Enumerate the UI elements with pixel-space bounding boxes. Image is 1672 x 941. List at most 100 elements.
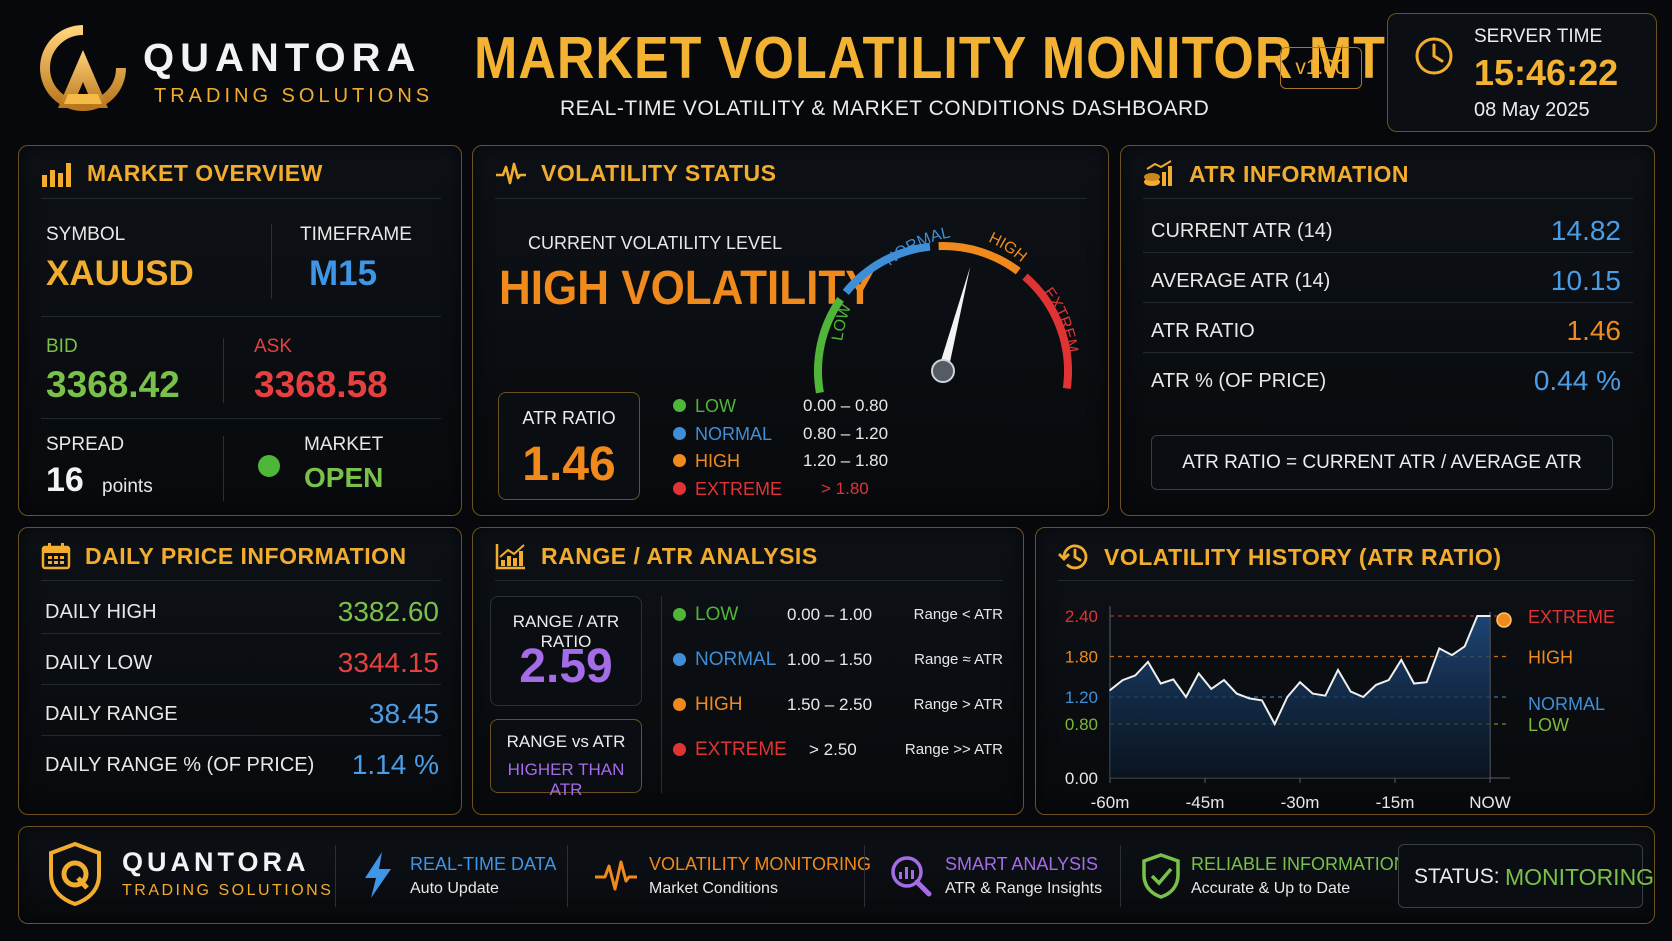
divider bbox=[41, 316, 441, 317]
series-point bbox=[1311, 692, 1314, 695]
volatility-history-panel: VOLATILITY HISTORY (ATR RATIO) EXTREME HI… bbox=[1035, 527, 1655, 815]
series-point bbox=[1451, 654, 1453, 656]
series-point bbox=[1286, 696, 1289, 698]
series-point bbox=[1463, 645, 1466, 648]
feature-realtime-sub: Auto Update bbox=[410, 880, 499, 897]
divider bbox=[271, 224, 272, 299]
series-point bbox=[1476, 615, 1479, 617]
pulse-icon bbox=[595, 860, 637, 891]
gauge-needle-hub bbox=[931, 359, 955, 383]
series-point bbox=[1185, 696, 1187, 698]
market-overview-panel: MARKET OVERVIEW SYMBOL XAUUSD TIMEFRAME … bbox=[18, 145, 462, 516]
daily-price-title: DAILY PRICE INFORMATION bbox=[85, 542, 407, 569]
y-tick-label: 2.40 bbox=[1065, 607, 1098, 626]
atr-ratio-box: ATR RATIO 1.46 bbox=[498, 392, 640, 500]
divider bbox=[1058, 580, 1634, 581]
market-overview-title: MARKET OVERVIEW bbox=[87, 160, 323, 186]
range-legend-note: Range ≈ ATR bbox=[914, 651, 1003, 668]
server-time: 15:46:22 bbox=[1474, 52, 1619, 93]
bid-label: BID bbox=[46, 336, 78, 357]
bar-chart-icon bbox=[42, 162, 71, 187]
feature-analysis-sub: ATR & Range Insights bbox=[945, 880, 1103, 897]
volatility-history-title: VOLATILITY HISTORY (ATR RATIO) bbox=[1104, 543, 1502, 570]
divider bbox=[41, 633, 441, 634]
status-box: STATUS: MONITORING bbox=[1398, 844, 1654, 908]
footer-brand-subtitle: TRADING SOLUTIONS bbox=[122, 882, 334, 899]
divider bbox=[335, 845, 336, 907]
series-point bbox=[1425, 681, 1428, 683]
history-icon bbox=[1058, 544, 1088, 570]
range-atr-title: RANGE / ATR ANALYSIS bbox=[541, 542, 818, 569]
gauge-needle bbox=[931, 266, 971, 383]
symbol-value: XAUUSD bbox=[46, 254, 194, 293]
threshold-label: HIGH bbox=[1528, 648, 1573, 668]
spread-value: 16 bbox=[46, 461, 84, 499]
daily-row-label: DAILY HIGH bbox=[45, 601, 157, 623]
atr-row-label: ATR RATIO bbox=[1151, 320, 1255, 342]
quantora-logo-icon bbox=[40, 25, 126, 111]
threshold-label: LOW bbox=[1528, 715, 1569, 735]
range-legend-name: LOW bbox=[695, 604, 739, 625]
legend-dot bbox=[673, 426, 686, 440]
atr-row-label: AVERAGE ATR (14) bbox=[1151, 270, 1331, 292]
lightning-icon bbox=[365, 852, 391, 898]
x-tick-label: -45m bbox=[1186, 793, 1225, 809]
range-legend: LOW 0.00 – 1.00 Range < ATR NORMAL 1.00 – 1.… bbox=[673, 596, 1013, 796]
divider bbox=[661, 596, 662, 793]
divider bbox=[1120, 845, 1121, 907]
series-point bbox=[1273, 723, 1276, 725]
shield-check-icon bbox=[1142, 853, 1180, 899]
range-ratio-label: RANGE / ATR RATIO bbox=[512, 612, 620, 651]
feature-volatility-title: VOLATILITY MONITORING bbox=[649, 854, 872, 874]
divider bbox=[41, 198, 441, 199]
range-legend-note: Range > ATR bbox=[913, 696, 1003, 713]
y-tick-label: 1.80 bbox=[1065, 648, 1098, 667]
status-value: MONITORING bbox=[1505, 864, 1655, 890]
legend-dot bbox=[673, 743, 686, 756]
threshold-label: EXTREME bbox=[1528, 607, 1615, 627]
pulse-icon bbox=[496, 162, 526, 184]
y-tick-label: 1.20 bbox=[1065, 688, 1098, 707]
atr-row-value: 14.82 bbox=[1550, 215, 1621, 246]
server-time-box: SERVER TIME 15:46:22 08 May 2025 bbox=[1387, 13, 1657, 132]
daily-row-value: 3344.15 bbox=[337, 647, 439, 678]
atr-formula-box: ATR RATIO = CURRENT ATR / AVERAGE ATR bbox=[1151, 435, 1613, 490]
status-label: STATUS: bbox=[1414, 865, 1500, 888]
feature-analysis-title: SMART ANALYSIS bbox=[945, 854, 1099, 874]
current-point-marker bbox=[1496, 612, 1512, 628]
series-point bbox=[1400, 659, 1403, 661]
series-point bbox=[1324, 694, 1327, 697]
coins-chart-icon bbox=[1144, 160, 1172, 186]
divider bbox=[1143, 352, 1633, 353]
daily-row-value: 3382.60 bbox=[337, 596, 439, 627]
daily-row-value: 38.45 bbox=[368, 698, 439, 729]
y-tick-label: 0.00 bbox=[1065, 769, 1098, 788]
divider bbox=[41, 418, 441, 419]
atr-row-value: 10.15 bbox=[1550, 265, 1621, 296]
bid-value: 3368.42 bbox=[46, 364, 180, 405]
atr-row-label: ATR % (OF PRICE) bbox=[1151, 370, 1327, 392]
volatility-legend: LOW 0.00 – 0.80 NORMAL 0.80 – 1.20 HIGH 1.20 … bbox=[673, 392, 933, 500]
daily-row-label: DAILY RANGE bbox=[45, 703, 178, 725]
volatility-level: HIGH VOLATILITY bbox=[499, 261, 875, 315]
range-legend-range: > 2.50 bbox=[809, 740, 857, 759]
range-atr-panel: RANGE / ATR ANALYSIS RANGE / ATR RATIO 2… bbox=[472, 527, 1024, 815]
series-point bbox=[1159, 682, 1162, 685]
atr-row-label: CURRENT ATR (14) bbox=[1151, 220, 1333, 242]
series-point bbox=[1413, 682, 1415, 685]
series-point bbox=[1248, 697, 1251, 700]
series-point bbox=[1121, 679, 1124, 681]
footer-bar: QUANTORA TRADING SOLUTIONS REAL-TIME DAT… bbox=[18, 826, 1655, 924]
daily-row-label: DAILY LOW bbox=[45, 652, 153, 674]
divider bbox=[864, 845, 865, 907]
series-area bbox=[1110, 616, 1490, 778]
range-legend-range: 1.00 – 1.50 bbox=[787, 650, 873, 669]
series-point bbox=[1235, 692, 1238, 695]
divider bbox=[495, 580, 1003, 581]
feature-volatility-sub: Market Conditions bbox=[649, 880, 778, 897]
series-point bbox=[1438, 647, 1441, 650]
series-point bbox=[1210, 688, 1213, 690]
gauge-arc-segment bbox=[1022, 273, 1072, 389]
daily-price-panel: DAILY PRICE INFORMATION DAILY HIGH 3382.6… bbox=[18, 527, 462, 815]
